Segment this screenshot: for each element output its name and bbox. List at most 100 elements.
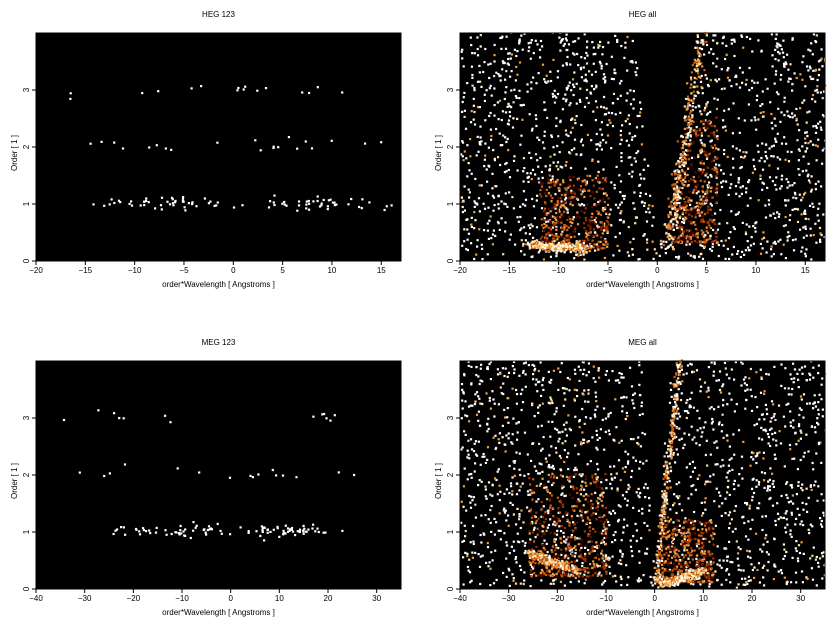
heatmap-pixel — [603, 76, 607, 79]
heatmap-pixel — [551, 466, 554, 469]
heatmap-pixel — [774, 73, 777, 76]
heatmap-pixel — [181, 199, 184, 202]
heatmap-pixel — [461, 540, 464, 543]
heatmap-pixel — [570, 560, 573, 563]
heatmap-pixel — [541, 530, 544, 533]
heatmap-pixel — [604, 417, 607, 420]
heatmap-pixel — [567, 414, 570, 417]
heatmap-pixel — [638, 360, 641, 363]
heatmap-pixel — [800, 520, 803, 523]
heatmap-pixel — [730, 518, 733, 521]
heatmap-pixel — [624, 417, 627, 421]
heatmap-pixel — [787, 114, 790, 117]
heatmap-pixel — [505, 488, 508, 491]
heatmap-pixel — [497, 438, 500, 441]
heatmap-pixel — [582, 494, 585, 498]
heatmap-pixel — [563, 540, 566, 543]
heatmap-pixel — [573, 469, 576, 472]
heatmap-pixel — [808, 532, 811, 535]
heatmap-pixel — [715, 487, 718, 490]
heatmap-pixel — [815, 126, 818, 129]
heatmap-pixel — [493, 54, 496, 57]
heatmap-pixel — [554, 239, 557, 242]
heatmap-pixel — [473, 200, 476, 203]
heatmap-pixel — [671, 184, 674, 187]
heatmap-pixel — [531, 225, 534, 228]
heatmap-pixel — [694, 488, 697, 491]
heatmap-pixel — [284, 532, 287, 535]
heatmap-pixel — [699, 198, 702, 201]
heatmap-pixel — [772, 212, 775, 215]
heatmap-pixel — [487, 518, 490, 521]
heatmap-pixel — [683, 537, 686, 540]
heatmap-pixel — [804, 150, 807, 153]
heatmap-pixel — [690, 425, 693, 428]
heatmap-pixel — [564, 249, 567, 252]
heatmap-pixel — [545, 188, 548, 191]
heatmap-pixel — [671, 245, 674, 249]
heatmap-pixel — [572, 52, 575, 55]
heatmap-pixel — [686, 215, 689, 218]
heatmap-pixel — [802, 236, 805, 239]
heatmap-pixel — [541, 570, 544, 573]
heatmap-pixel — [515, 402, 518, 405]
heatmap-pixel — [595, 433, 599, 437]
heatmap-pixel — [475, 366, 478, 369]
heatmap-pixel — [703, 180, 706, 183]
heatmap-pixel — [594, 391, 597, 394]
heatmap-pixel — [502, 571, 505, 575]
heatmap-pixel — [763, 392, 766, 396]
heatmap-pixel — [563, 206, 566, 209]
heatmap-pixel — [470, 383, 473, 386]
heatmap-pixel — [587, 549, 590, 552]
heatmap-pixel — [481, 380, 484, 383]
heatmap-pixel — [584, 245, 587, 248]
heatmap-pixel — [507, 514, 510, 517]
heatmap-pixel — [565, 241, 568, 244]
heatmap-pixel — [577, 203, 580, 206]
heatmap-pixel — [566, 211, 569, 214]
heatmap-pixel — [683, 105, 686, 108]
heatmap-pixel — [184, 209, 187, 212]
heatmap-pixel — [678, 415, 682, 418]
heatmap-pixel — [784, 204, 787, 207]
heatmap-pixel — [745, 502, 749, 505]
heatmap-pixel — [529, 57, 532, 60]
heatmap-pixel — [504, 162, 507, 166]
heatmap-pixel — [493, 60, 496, 63]
heatmap-pixel — [532, 528, 536, 531]
heatmap-pixel — [790, 511, 793, 514]
heatmap-pixel — [602, 168, 605, 171]
heatmap-pixel — [699, 390, 702, 393]
heatmap-pixel — [148, 146, 151, 149]
heatmap-pixel — [588, 223, 591, 226]
heatmap-pixel — [580, 193, 583, 196]
heatmap-pixel — [679, 399, 683, 402]
heatmap-pixel — [464, 551, 467, 554]
heatmap-pixel — [774, 418, 777, 422]
heatmap-pixel — [520, 227, 523, 230]
heatmap-pixel — [466, 144, 469, 147]
heatmap-pixel — [677, 178, 680, 181]
heatmap-pixel — [815, 88, 819, 91]
chart-title: HEG all — [629, 10, 657, 19]
heatmap-pixel — [630, 385, 634, 388]
heatmap-pixel — [570, 149, 573, 152]
heatmap-pixel — [718, 564, 721, 567]
heatmap-pixel — [696, 236, 699, 239]
heatmap-pixel — [701, 240, 704, 244]
heatmap-pixel — [737, 552, 740, 555]
heatmap-pixel — [683, 152, 686, 156]
heatmap-pixel — [590, 505, 593, 508]
heatmap-pixel — [807, 48, 810, 51]
heatmap-pixel — [721, 458, 724, 462]
heatmap-pixel — [513, 549, 516, 552]
heatmap-pixel — [532, 76, 535, 79]
heatmap-pixel — [582, 253, 585, 256]
heatmap-pixel — [687, 557, 690, 560]
heatmap-pixel — [599, 213, 602, 216]
heatmap-pixel — [500, 200, 503, 203]
heatmap-pixel — [594, 380, 597, 383]
heatmap-pixel — [574, 227, 577, 230]
heatmap-pixel — [791, 556, 794, 559]
